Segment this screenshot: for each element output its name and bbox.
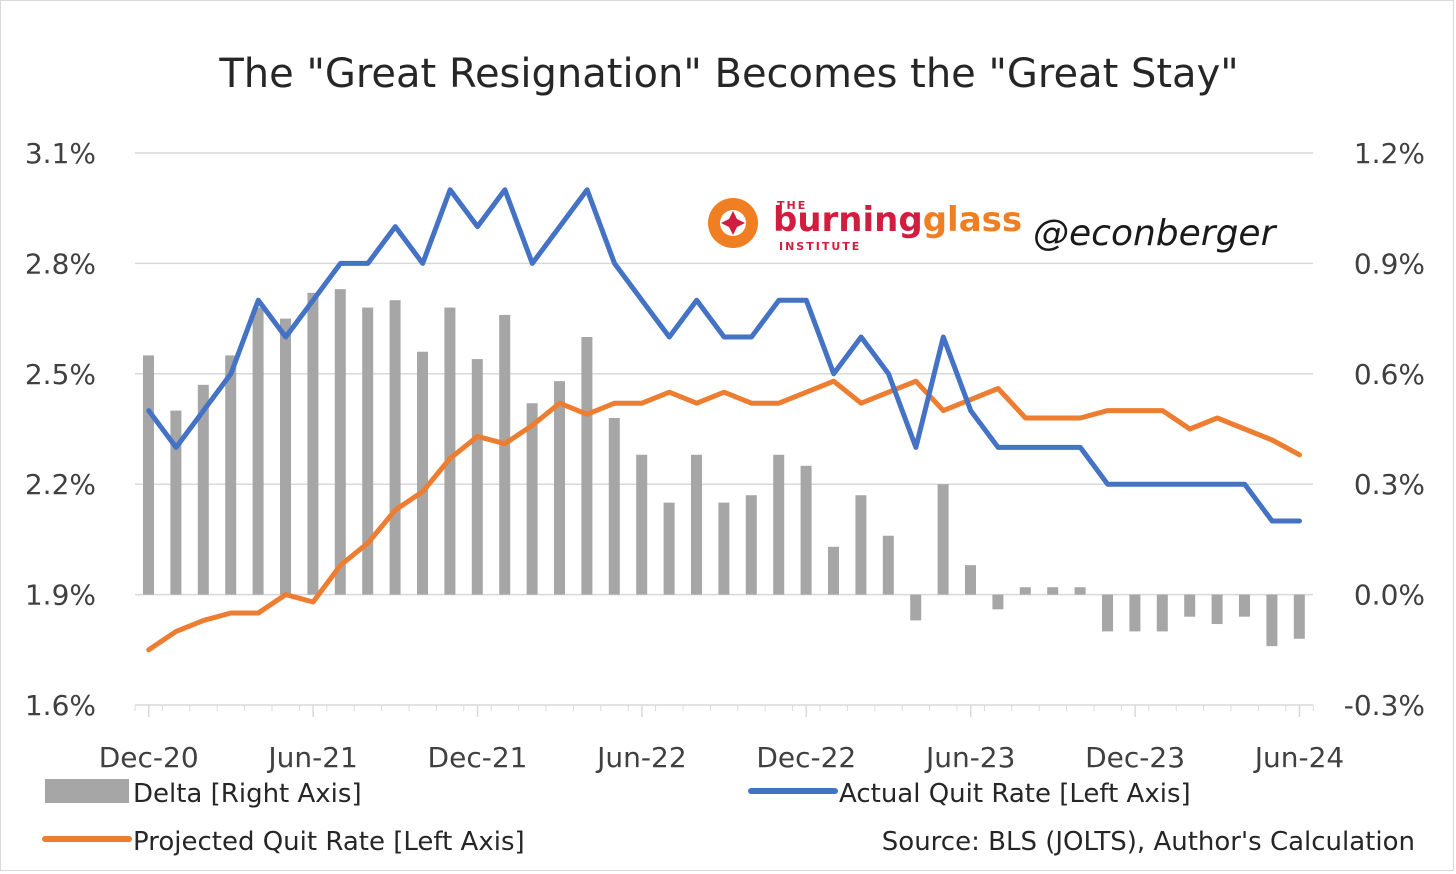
delta-bar	[389, 300, 401, 595]
left-tick-label: 2.2%	[25, 468, 96, 501]
author-handle: @econberger	[1033, 213, 1278, 254]
delta-bar	[992, 594, 1004, 610]
delta-bar	[1184, 594, 1196, 617]
right-tick-label: 0.6%	[1354, 358, 1425, 391]
delta-bar	[1211, 594, 1223, 625]
right-axis: 1.2% 0.9% 0.6% 0.3% 0.0% -0.3%	[1344, 137, 1425, 722]
delta-bar	[1019, 587, 1031, 595]
x-tick-label: Jun-21	[266, 741, 357, 774]
delta-bar	[691, 454, 702, 595]
chart-title: The "Great Resignation" Becomes the "Gre…	[218, 51, 1238, 97]
delta-bar	[499, 314, 511, 595]
delta-bar	[225, 355, 237, 595]
x-tick-label: Jun-24	[1253, 741, 1344, 774]
delta-bar	[663, 502, 675, 595]
delta-bar	[143, 355, 154, 595]
right-tick-label: -0.3%	[1344, 689, 1425, 722]
delta-bar	[280, 318, 291, 595]
delta-bar	[170, 410, 182, 595]
x-tick-label: Dec-23	[1085, 741, 1185, 774]
delta-bar	[252, 307, 264, 595]
left-axis: 3.1% 2.8% 2.5% 2.2% 1.9% 1.6%	[25, 137, 96, 722]
logo-word-burning: burning	[773, 200, 923, 240]
delta-bar	[965, 565, 976, 595]
delta-bar	[581, 337, 593, 595]
delta-bar	[855, 495, 867, 595]
legend: Delta [Right Axis] Actual Quit Rate [Lef…	[42, 779, 1415, 857]
x-axis: Dec-20 Jun-21 Dec-21 Jun-22 Dec-22 Jun-23 Dec-…	[99, 704, 1344, 774]
left-tick-label: 2.5%	[25, 358, 96, 391]
burning-glass-logo: THE burningglass INSTITUTE	[708, 198, 1022, 253]
legend-label-delta: Delta [Right Axis]	[133, 779, 362, 809]
logo-top-text: THE	[777, 199, 807, 212]
x-tick-label: Dec-20	[99, 741, 199, 774]
delta-bar	[1047, 587, 1059, 595]
delta-bar	[718, 502, 730, 595]
left-tick-label: 2.8%	[25, 247, 96, 280]
delta-bar	[554, 381, 565, 595]
x-tick-label: Dec-21	[428, 741, 528, 774]
legend-label-projected: Projected Quit Rate [Left Axis]	[133, 827, 525, 857]
logo-bottom-text: INSTITUTE	[779, 240, 861, 253]
delta-bar	[417, 351, 428, 595]
delta-bar	[1239, 594, 1250, 617]
delta-bar	[1129, 594, 1141, 632]
left-tick-label: 1.9%	[25, 579, 96, 612]
delta-bar	[937, 484, 949, 595]
delta-bar	[773, 454, 785, 595]
legend-label-actual: Actual Quit Rate [Left Axis]	[839, 779, 1191, 809]
delta-bar	[444, 307, 456, 595]
delta-bar	[307, 292, 319, 595]
delta-bar	[334, 289, 346, 595]
legend-swatch-delta	[45, 779, 129, 803]
right-tick-label: 0.9%	[1354, 247, 1425, 280]
delta-bar	[197, 384, 209, 595]
delta-bar	[1293, 594, 1305, 639]
delta-bar	[471, 359, 483, 595]
x-tick-label: Dec-22	[756, 741, 856, 774]
svg-text:burningglass: burningglass	[773, 200, 1022, 240]
delta-bar	[636, 454, 648, 595]
delta-bar	[828, 546, 839, 595]
projected-quit-rate-line	[146, 378, 1302, 653]
left-tick-label: 3.1%	[25, 137, 96, 170]
delta-bar	[1102, 594, 1113, 632]
right-tick-label: 1.2%	[1354, 137, 1425, 170]
x-tick-label: Jun-22	[595, 741, 686, 774]
delta-bar	[1266, 594, 1278, 647]
delta-bar	[526, 403, 538, 595]
delta-bars	[143, 289, 1305, 647]
sun-emblem-icon	[708, 198, 758, 248]
delta-bar	[910, 594, 922, 621]
logo-word-glass: glass	[923, 200, 1022, 240]
delta-bar	[1074, 587, 1086, 595]
delta-bar	[745, 495, 757, 595]
delta-bar	[882, 535, 894, 595]
delta-bar	[1156, 594, 1168, 632]
x-tick-label: Jun-23	[924, 741, 1015, 774]
delta-bar	[800, 465, 812, 595]
right-tick-label: 0.3%	[1354, 468, 1425, 501]
delta-bar	[362, 307, 374, 595]
left-tick-label: 1.6%	[25, 689, 96, 722]
right-tick-label: 0.0%	[1354, 579, 1425, 612]
delta-bar	[608, 417, 620, 595]
source-note: Source: BLS (JOLTS), Author's Calculatio…	[882, 827, 1415, 857]
quit-rate-lines	[146, 187, 1302, 653]
actual-quit-rate-line	[146, 187, 1302, 524]
